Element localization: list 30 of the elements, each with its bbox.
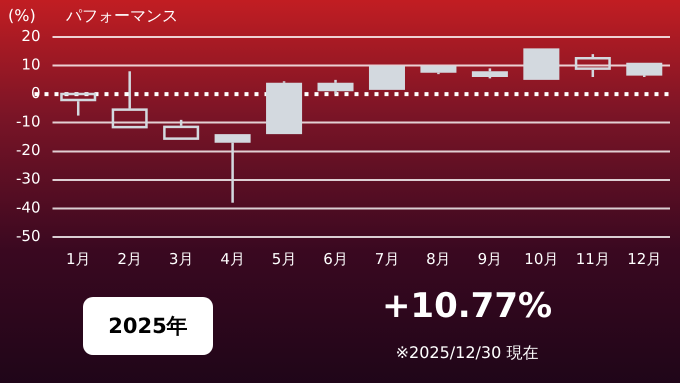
text: +10.77% bbox=[380, 286, 554, 326]
x-tick-label: 9月 bbox=[478, 250, 502, 268]
candlestick bbox=[574, 52, 611, 78]
candlestick bbox=[420, 66, 456, 76]
y-tick-label: -20 bbox=[16, 141, 40, 160]
x-tick-label: 5月 bbox=[272, 250, 296, 268]
y-tick-label: -40 bbox=[16, 198, 40, 216]
candlestick bbox=[626, 62, 662, 78]
x-tick-label: 3月 bbox=[168, 250, 194, 268]
y-axis-title: (%) bbox=[8, 6, 36, 25]
y-tick-label: -10 bbox=[16, 112, 40, 131]
text: 2025年 bbox=[83, 297, 213, 355]
y-tick-label: -50 bbox=[16, 226, 40, 245]
x-tick-label: 11月 bbox=[576, 250, 610, 268]
text: ※2025/12/30 現在 bbox=[394, 343, 540, 364]
x-tick-label: 10月 bbox=[524, 250, 558, 268]
x-tick-label: 4月 bbox=[220, 250, 245, 268]
x-tick-label: 12月 bbox=[627, 250, 662, 268]
chart-title: パフォーマンス bbox=[66, 6, 178, 27]
y-tick-label: 10 bbox=[21, 55, 40, 74]
candlestick bbox=[472, 67, 508, 80]
x-tick-label: 7月 bbox=[374, 250, 400, 268]
candlestick bbox=[523, 48, 560, 80]
x-tick-label: 6月 bbox=[323, 250, 348, 268]
y-tick-label: -30 bbox=[16, 170, 40, 188]
y-tick-label: 20 bbox=[21, 26, 40, 45]
x-tick-label: 8月 bbox=[426, 250, 451, 268]
candlestick bbox=[368, 66, 405, 90]
x-tick-label: 2月 bbox=[117, 250, 142, 268]
x-tick-label: 1月 bbox=[66, 250, 90, 268]
